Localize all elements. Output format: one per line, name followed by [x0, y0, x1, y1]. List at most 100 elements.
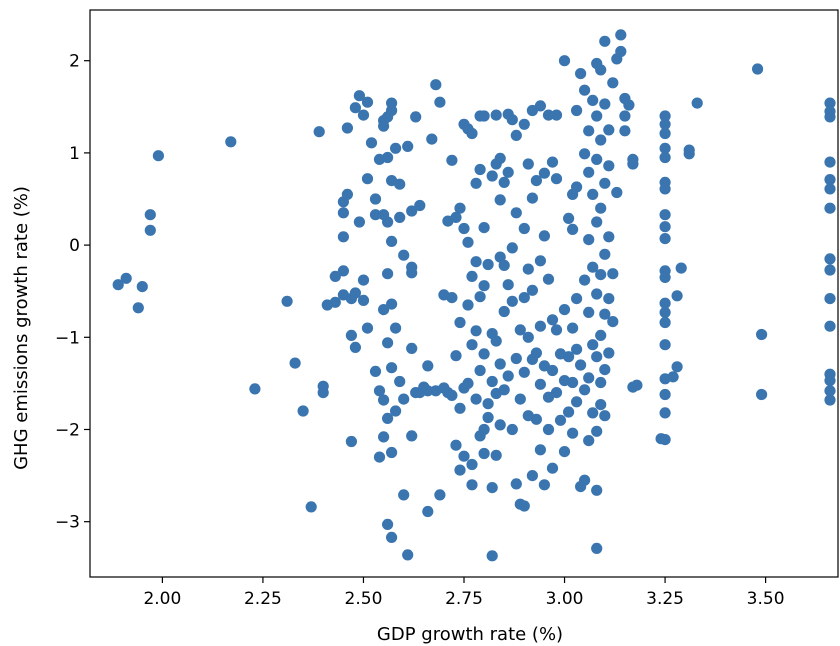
- data-point: [824, 264, 836, 276]
- data-point: [152, 150, 164, 162]
- data-point: [361, 96, 374, 108]
- data-point: [615, 29, 627, 41]
- data-point: [514, 324, 526, 336]
- data-point: [659, 151, 671, 164]
- data-point: [591, 351, 603, 363]
- data-point: [534, 444, 547, 456]
- data-point: [337, 231, 349, 243]
- data-point: [434, 489, 446, 501]
- data-point: [494, 419, 506, 431]
- data-point: [583, 435, 595, 447]
- data-point: [599, 98, 611, 110]
- x-tick-label: 3.25: [646, 589, 684, 609]
- data-point: [522, 158, 534, 170]
- data-point: [607, 316, 619, 328]
- data-point: [422, 505, 434, 518]
- data-point: [490, 449, 502, 461]
- data-point: [486, 375, 498, 388]
- data-point: [466, 479, 478, 491]
- data-point: [518, 118, 530, 130]
- data-point: [659, 388, 671, 401]
- data-point: [369, 365, 382, 377]
- data-point: [478, 423, 490, 436]
- data-point: [494, 194, 506, 206]
- data-point: [394, 211, 406, 223]
- data-points: [112, 29, 836, 562]
- data-point: [603, 124, 615, 136]
- x-tick-label: 3.50: [747, 589, 785, 609]
- data-point: [583, 125, 595, 137]
- data-point: [575, 359, 587, 371]
- data-point: [341, 188, 353, 200]
- data-point: [506, 423, 518, 436]
- data-point: [623, 99, 635, 111]
- data-point: [446, 389, 458, 401]
- data-point: [378, 394, 390, 406]
- data-point: [824, 156, 836, 168]
- data-point: [752, 63, 764, 75]
- data-point: [599, 308, 611, 320]
- data-point: [659, 127, 671, 140]
- data-point: [595, 269, 607, 281]
- data-point: [599, 410, 611, 422]
- data-point: [486, 550, 498, 562]
- data-point: [538, 479, 551, 491]
- data-point: [390, 405, 402, 417]
- data-point: [595, 399, 607, 411]
- data-point: [406, 267, 418, 279]
- data-point: [454, 402, 466, 414]
- data-point: [361, 322, 374, 334]
- data-point: [518, 366, 530, 378]
- data-point: [659, 118, 671, 130]
- data-point: [518, 500, 530, 512]
- data-point: [550, 324, 563, 336]
- data-point: [386, 362, 398, 374]
- data-point: [426, 133, 438, 145]
- data-point: [486, 170, 498, 182]
- data-point: [390, 142, 402, 154]
- data-point: [365, 137, 378, 149]
- data-point: [136, 281, 148, 293]
- data-point: [345, 435, 357, 448]
- data-point: [498, 176, 510, 188]
- data-point: [659, 306, 671, 318]
- data-point: [382, 412, 394, 424]
- data-point: [490, 335, 502, 347]
- data-point: [378, 304, 390, 316]
- data-point: [329, 296, 341, 308]
- data-point: [478, 280, 490, 292]
- data-point: [538, 167, 551, 179]
- data-point: [526, 192, 539, 204]
- x-tick-label: 2.00: [143, 589, 181, 609]
- x-axis-ticks: 2.00 2.25 2.50 2.75 3.00 3.25 3.50: [143, 577, 785, 609]
- data-point: [506, 242, 518, 254]
- y-tick-label: −3: [55, 513, 80, 533]
- x-axis-label: GDP growth rate (%): [377, 624, 563, 645]
- data-point: [357, 274, 370, 286]
- data-point: [462, 299, 474, 311]
- data-point: [542, 109, 555, 121]
- data-point: [470, 393, 482, 405]
- data-point: [305, 501, 317, 513]
- data-point: [398, 489, 410, 501]
- data-point: [659, 209, 671, 221]
- data-point: [450, 211, 462, 223]
- data-point: [526, 470, 539, 482]
- data-point: [466, 270, 478, 282]
- data-point: [550, 387, 563, 399]
- data-point: [482, 258, 494, 271]
- data-point: [466, 458, 478, 471]
- data-point: [382, 337, 394, 349]
- data-point: [317, 387, 329, 399]
- data-point: [534, 255, 547, 267]
- data-point: [349, 287, 361, 299]
- data-point: [406, 205, 418, 217]
- data-point: [518, 222, 530, 235]
- data-point: [579, 148, 591, 160]
- data-point: [398, 249, 410, 261]
- data-point: [498, 384, 510, 396]
- data-point: [683, 148, 695, 160]
- data-point: [522, 263, 534, 275]
- data-point: [659, 142, 671, 154]
